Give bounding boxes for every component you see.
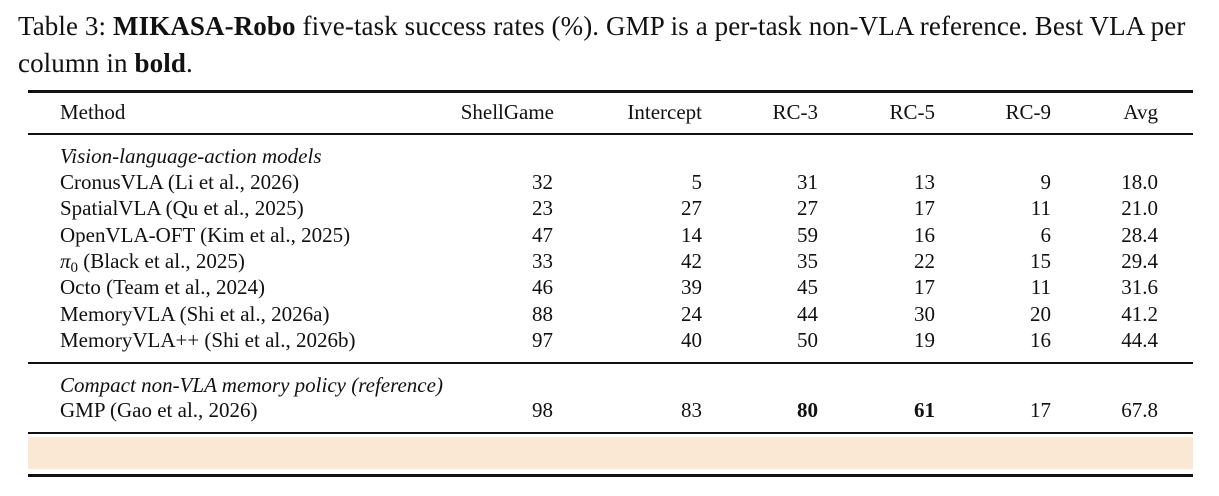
section-title-row: Compact non-VLA memory policy (reference… (0, 372, 1219, 399)
caption-end: . (185, 48, 193, 78)
cell-intercept: 40 (681, 327, 702, 352)
caption-bold-name: MIKASA-Robo (113, 11, 296, 41)
cell-intercept: 27 (681, 196, 702, 221)
cell-rc9: 16 (1030, 327, 1051, 352)
cell-shellgame: 33 (532, 248, 553, 273)
method-symbol: π (60, 248, 71, 273)
cell-shellgame: 32 (532, 170, 553, 194)
cell-rc9: 9 (1040, 170, 1052, 194)
section-title: Compact non-VLA memory policy (reference… (60, 373, 443, 397)
col-header-avg: Avg (1123, 100, 1158, 124)
cell-intercept: 83 (681, 398, 702, 422)
method-name: MemoryVLA++ (Shi et al., 2026b) (60, 327, 356, 352)
cell-rc9: 11 (1030, 196, 1051, 221)
cell-rc9: 15 (1030, 248, 1051, 273)
table-row: CronusVLA (Li et al., 2026) 32 5 31 13 9 18.0 (0, 169, 1219, 196)
cell-rc3: 44 (797, 301, 818, 326)
cell-rc3: 31 (797, 170, 818, 194)
ours-rule (28, 432, 1193, 434)
table-row: OpenVLA-OFT (Kim et al., 2025) 47 14 59 16 6 2… (0, 222, 1219, 249)
cell-rc5: 16 (914, 222, 935, 247)
header-row: Method ShellGame Intercept RC-3 RC-5 RC-… (0, 99, 1219, 126)
cell-avg: 67.8 (1121, 398, 1158, 422)
cell-intercept: 5 (691, 170, 703, 194)
ours-highlight (28, 437, 1193, 469)
table-caption: Table 3: MIKASA-Robo five-task success r… (18, 8, 1208, 82)
table-row: SpatialVLA (Qu et al., 2025) 23 27 27 17 11 21… (0, 195, 1219, 222)
cell-avg: 18.0 (1121, 170, 1158, 194)
col-header-intercept: Intercept (627, 100, 702, 124)
cell-rc3: 35 (797, 248, 818, 273)
bottom-rule (28, 474, 1193, 477)
method-text: (Black et al., 2025) (78, 248, 245, 273)
cell-rc5: 61 (914, 398, 935, 422)
cell-intercept: 14 (681, 222, 702, 247)
caption-bold-word: bold (134, 48, 186, 78)
cell-avg: 44.4 (1121, 327, 1158, 352)
cell-rc9: 17 (1030, 398, 1051, 422)
header-rule (28, 133, 1193, 135)
col-header-rc5: RC-5 (889, 100, 935, 124)
cell-shellgame: 97 (532, 327, 553, 352)
cell-intercept: 24 (681, 301, 702, 326)
cell-rc9: 20 (1030, 301, 1051, 326)
method-name: MemoryVLA (Shi et al., 2026a) (60, 301, 330, 326)
cell-intercept: 42 (681, 248, 702, 273)
cell-shellgame: 47 (532, 222, 553, 247)
method-name: CronusVLA (Li et al., 2026) (60, 170, 300, 194)
cell-avg: 21.0 (1121, 196, 1158, 221)
cell-rc3: 27 (797, 196, 818, 221)
cell-rc3: 50 (797, 327, 818, 352)
cell-rc5: 19 (914, 327, 935, 352)
section-rule (28, 362, 1193, 364)
cell-shellgame: 98 (532, 398, 553, 422)
cell-rc5: 30 (914, 301, 935, 326)
cell-avg: 31.6 (1121, 275, 1158, 300)
cell-shellgame: 46 (532, 275, 553, 300)
table-row: π0 (Black et al., 2025) 33 42 35 22 15 29.4 (0, 248, 1219, 276)
caption-label: Table 3: (18, 11, 107, 41)
cell-shellgame: 23 (532, 196, 553, 221)
table-row: MemoryVLA++ (Shi et al., 2026b) 97 40 50 19 1… (0, 327, 1219, 354)
method-name: OpenVLA-OFT (Kim et al., 2025) (60, 222, 351, 247)
method-name: SpatialVLA (Qu et al., 2025) (60, 196, 304, 221)
cell-rc5: 13 (914, 170, 935, 194)
cell-rc5: 17 (914, 196, 935, 221)
top-rule (28, 90, 1193, 93)
cell-rc3: 45 (797, 275, 818, 300)
method-symbol-subscript: 0 (70, 259, 79, 276)
cell-rc5: 17 (914, 275, 935, 300)
section-title-row: Vision-language-action models (0, 143, 1219, 170)
method-name: Octo (Team et al., 2024) (60, 275, 265, 300)
table-row: MemoryVLA (Shi et al., 2026a) 88 24 44 30 20 4… (0, 301, 1219, 328)
col-header-method: Method (60, 100, 126, 124)
cell-rc9: 11 (1030, 275, 1051, 300)
table-row: GMP (Gao et al., 2026) 98 83 80 61 17 67.8 (0, 397, 1219, 424)
method-name: π0 (Black et al., 2025) (60, 248, 245, 282)
method-name: GMP (Gao et al., 2026) (60, 398, 258, 422)
cell-rc3: 59 (797, 222, 818, 247)
cell-rc3: 80 (797, 398, 818, 422)
cell-rc9: 6 (1040, 222, 1052, 247)
cell-intercept: 39 (681, 275, 702, 300)
section-title: Vision-language-action models (60, 144, 322, 168)
col-header-rc3: RC-3 (772, 100, 818, 124)
cell-avg: 29.4 (1121, 248, 1158, 273)
cell-avg: 28.4 (1121, 222, 1158, 247)
cell-rc5: 22 (914, 248, 935, 273)
cell-shellgame: 88 (532, 301, 553, 326)
cell-avg: 41.2 (1121, 301, 1158, 326)
table-row: Octo (Team et al., 2024) 46 39 45 17 11 31.6 (0, 274, 1219, 301)
col-header-shellgame: ShellGame (460, 100, 554, 124)
col-header-rc9: RC-9 (1005, 100, 1051, 124)
caption-text: five-task success rates (%). GMP is a pe… (18, 11, 1186, 78)
